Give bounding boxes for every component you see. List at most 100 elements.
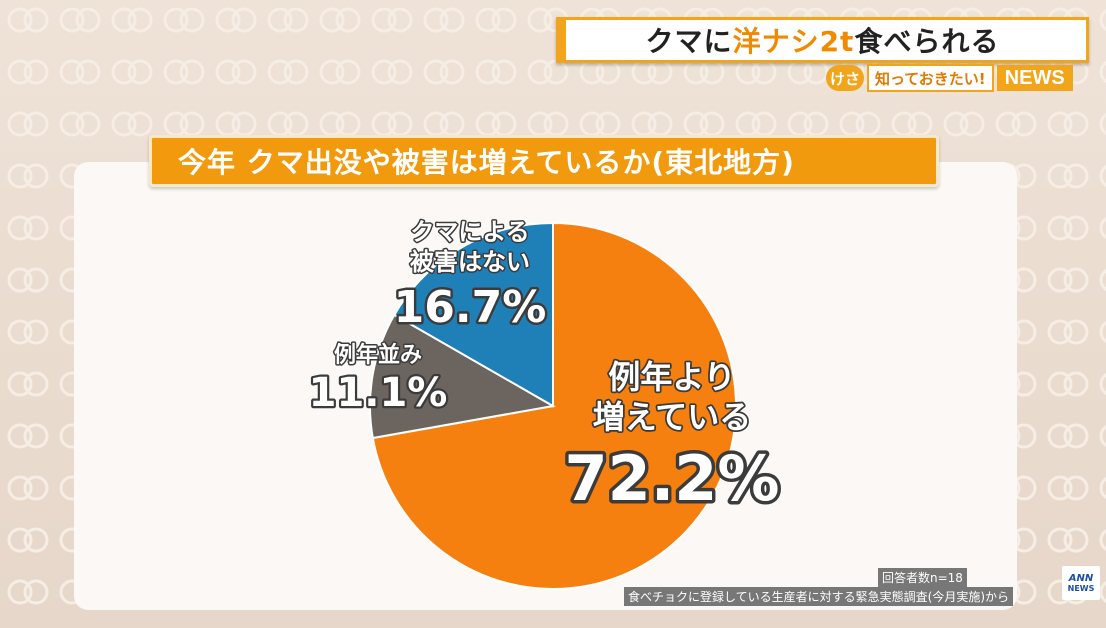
bg-ring bbox=[387, 7, 413, 33]
bg-ring bbox=[1099, 61, 1106, 83]
bg-ring bbox=[267, 59, 293, 85]
bg-ring bbox=[7, 7, 33, 33]
news-badge: NEWS bbox=[996, 65, 1073, 91]
slice-no-damage bbox=[392, 221, 554, 408]
bg-ring bbox=[215, 59, 241, 85]
headline-accent-bar bbox=[556, 17, 566, 63]
bg-ring bbox=[23, 163, 49, 189]
bg-ring bbox=[1099, 477, 1106, 499]
bg-ring bbox=[127, 7, 153, 33]
bg-ring bbox=[23, 267, 49, 293]
bg-ring bbox=[527, 7, 553, 33]
label-no-damage-line-1: 被害はない bbox=[410, 248, 530, 276]
bg-ring bbox=[319, 7, 345, 33]
program-subtitle: 知っておきたい! bbox=[867, 64, 994, 92]
bg-ring bbox=[75, 59, 101, 85]
bg-ring bbox=[319, 59, 345, 85]
bg-ring bbox=[23, 7, 49, 33]
bg-ring bbox=[7, 163, 33, 189]
bg-ring bbox=[1047, 215, 1073, 241]
bg-ring bbox=[371, 59, 397, 85]
bg-ring bbox=[59, 7, 85, 33]
bg-ring bbox=[1099, 9, 1106, 31]
label-increased-line-0: 例年より bbox=[608, 358, 735, 396]
bg-ring bbox=[371, 7, 397, 33]
bg-ring bbox=[23, 319, 49, 345]
bg-ring bbox=[111, 111, 137, 137]
bg-ring bbox=[387, 59, 413, 85]
bg-ring bbox=[1047, 475, 1073, 501]
bg-ring bbox=[1099, 581, 1106, 603]
bg-ring bbox=[1063, 527, 1089, 553]
bg-ring bbox=[1099, 425, 1106, 447]
bg-ring bbox=[1099, 165, 1106, 187]
bg-ring bbox=[7, 527, 33, 553]
bg-ring bbox=[1011, 111, 1037, 137]
bg-ring bbox=[1063, 215, 1089, 241]
bg-ring bbox=[423, 7, 449, 33]
bg-ring bbox=[491, 59, 517, 85]
bg-ring bbox=[335, 7, 361, 33]
bg-ring bbox=[179, 7, 205, 33]
bg-ring bbox=[1099, 217, 1106, 239]
chart-title-banner: 今年 クマ出没や被害は増えているか(東北地方) bbox=[149, 135, 939, 187]
label-no-damage-value: 16.7% bbox=[394, 282, 547, 333]
bg-ring bbox=[959, 111, 985, 137]
bg-ring bbox=[1063, 163, 1089, 189]
bg-ring bbox=[179, 59, 205, 85]
bg-ring bbox=[23, 215, 49, 241]
bg-ring bbox=[475, 59, 501, 85]
bg-ring bbox=[1063, 111, 1089, 137]
bg-ring bbox=[1047, 423, 1073, 449]
bg-ring bbox=[23, 475, 49, 501]
bg-ring bbox=[7, 423, 33, 449]
headline-part2: 食べられる bbox=[854, 25, 1000, 58]
bg-ring bbox=[7, 319, 33, 345]
ann-logo-news: NEWS bbox=[1067, 584, 1095, 593]
bg-ring bbox=[1063, 423, 1089, 449]
bg-ring bbox=[1063, 371, 1089, 397]
bg-ring bbox=[7, 579, 33, 605]
bg-ring bbox=[1099, 113, 1106, 135]
headline-text: クマに洋ナシ2t食べられる bbox=[646, 20, 1000, 60]
ann-news-logo: ANN NEWS bbox=[1062, 566, 1100, 600]
bg-ring bbox=[1047, 319, 1073, 345]
bg-ring bbox=[1047, 527, 1073, 553]
bg-ring bbox=[283, 7, 309, 33]
bg-ring bbox=[1063, 475, 1089, 501]
slice-same-as-usual bbox=[369, 313, 556, 440]
bg-ring bbox=[1099, 529, 1106, 551]
respondent-count: 回答者数n=18 bbox=[878, 568, 967, 587]
bg-ring bbox=[7, 475, 33, 501]
bg-ring bbox=[7, 59, 33, 85]
bg-ring bbox=[1099, 269, 1106, 291]
bg-ring bbox=[1047, 267, 1073, 293]
bg-ring bbox=[439, 59, 465, 85]
bg-ring bbox=[23, 527, 49, 553]
bg-ring bbox=[75, 7, 101, 33]
bg-ring bbox=[7, 371, 33, 397]
bg-ring bbox=[23, 111, 49, 137]
bg-ring bbox=[163, 59, 189, 85]
headline-highlight: 洋ナシ2t bbox=[732, 25, 855, 58]
bg-ring bbox=[231, 7, 257, 33]
label-same-as-usual-value: 11.1% bbox=[309, 370, 448, 416]
bg-ring bbox=[439, 7, 465, 33]
bg-ring bbox=[267, 7, 293, 33]
bg-ring bbox=[59, 111, 85, 137]
bg-ring bbox=[23, 423, 49, 449]
label-no-damage-line-0: クマによる bbox=[410, 218, 529, 246]
bg-ring bbox=[111, 7, 137, 33]
bg-ring bbox=[7, 215, 33, 241]
ann-logo-text: ANN bbox=[1068, 573, 1094, 584]
bg-ring bbox=[127, 111, 153, 137]
bg-ring bbox=[1047, 163, 1073, 189]
bg-ring bbox=[23, 371, 49, 397]
bg-ring bbox=[1099, 373, 1106, 395]
bg-ring bbox=[995, 111, 1021, 137]
bg-ring bbox=[1063, 267, 1089, 293]
bg-ring bbox=[527, 59, 553, 85]
bg-ring bbox=[75, 111, 101, 137]
bg-ring bbox=[1047, 111, 1073, 137]
bg-ring bbox=[111, 59, 137, 85]
